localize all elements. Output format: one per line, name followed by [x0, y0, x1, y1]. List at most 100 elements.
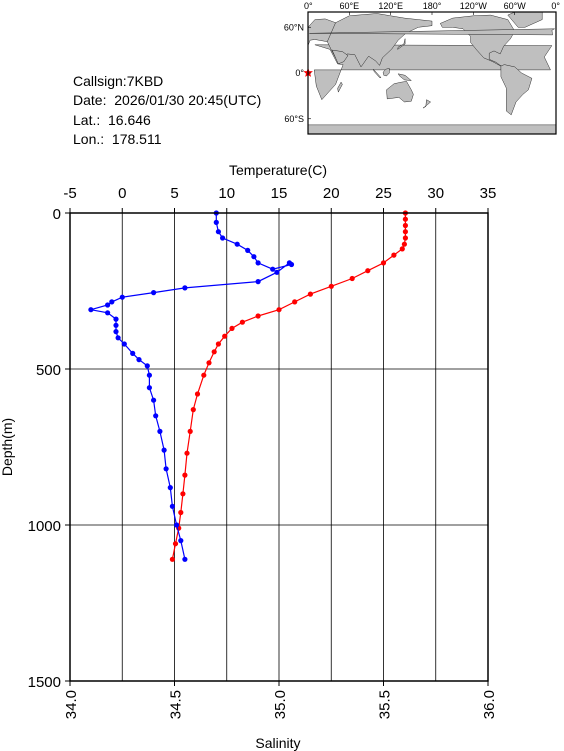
salinity-point — [109, 299, 115, 305]
series-layer — [88, 210, 408, 562]
salinity-point — [274, 269, 280, 275]
temperature-point — [276, 307, 282, 313]
japan-landmass — [397, 38, 406, 50]
temperature-point — [402, 235, 408, 241]
temperature-point — [307, 291, 313, 297]
temperature-point — [229, 325, 235, 331]
salinity-point — [213, 219, 219, 225]
temperature-point — [211, 349, 217, 355]
callsign-text: Callsign:7KBD — [73, 73, 164, 89]
map-labels: 0° 60°E 120°E 180° 120°W 60°W 0° 60°N 0° 60°S — [284, 1, 561, 124]
madagascar-landmass — [337, 81, 343, 93]
salinity-point — [121, 341, 127, 347]
salinity-tick-label: 34.0 — [63, 690, 80, 719]
uk-landmass — [309, 28, 555, 36]
salinity-point — [163, 466, 169, 472]
date-text: Date: 2026/01/30 20:45(UTC) — [73, 92, 262, 108]
temperature-point — [169, 556, 175, 562]
sumatra-landmass — [373, 69, 382, 78]
salinity-point — [113, 329, 119, 335]
temperature-point — [222, 333, 228, 339]
temperature-point — [206, 360, 212, 366]
temperature-point — [402, 222, 408, 229]
map-latitude-label: 60°S — [284, 114, 304, 124]
temperature-point — [239, 319, 245, 325]
map-longitude-label: 0° — [551, 1, 560, 11]
salinity-point — [146, 372, 152, 378]
temperature-point — [380, 260, 387, 266]
map-longitude-label: 60°W — [504, 1, 527, 11]
salinity-point — [220, 235, 226, 241]
temperature-point — [255, 313, 261, 319]
map-longitude-label: 60°E — [340, 1, 360, 11]
antarctica-landmass — [307, 124, 557, 135]
salinity-point — [157, 428, 163, 434]
depth-tick-label: 1500 — [28, 674, 61, 691]
salinity-point — [113, 322, 119, 328]
temperature-tick-label: 15 — [271, 185, 288, 202]
temperature-axis-label: Temperature(C) — [229, 162, 327, 178]
salinity-point — [113, 316, 119, 322]
salinity-tick-label: 35.5 — [377, 690, 394, 719]
salinity-point — [105, 302, 111, 308]
new-zealand-landmass — [422, 99, 431, 109]
temperature-tick-label: 5 — [170, 185, 178, 202]
temperature-tick-label: 35 — [480, 185, 497, 202]
map-latitude-label: 0° — [295, 68, 304, 78]
salinity-point — [174, 522, 180, 528]
temperature-point — [182, 472, 188, 478]
salinity-point — [251, 254, 257, 260]
salinity-point — [178, 538, 184, 544]
salinity-point — [169, 503, 175, 509]
salinity-point — [136, 357, 142, 363]
temperature-tick-label: 0 — [118, 185, 126, 202]
south-america-landmass — [500, 64, 533, 116]
temperature-point — [172, 541, 179, 547]
depth-tick-label: 1000 — [28, 518, 61, 535]
salinity-point — [115, 335, 121, 341]
temperature-tick-label: 25 — [375, 185, 392, 202]
temperature-point — [402, 229, 408, 235]
salinity-point — [88, 307, 94, 313]
depth-tick-label: 500 — [36, 362, 61, 379]
temperature-point — [190, 407, 196, 413]
depth-tick-label: 0 — [53, 206, 61, 223]
depth-axis-label: Depth(m) — [0, 418, 15, 476]
salinity-point — [286, 260, 292, 266]
salinity-tick-label: 35.0 — [272, 690, 289, 719]
temperature-point — [184, 450, 190, 456]
map-longitude-label: 180° — [423, 1, 442, 11]
temperature-tick-label: 30 — [427, 185, 444, 202]
map-land — [303, 11, 557, 135]
salinity-point — [119, 294, 125, 300]
temperature-point — [187, 428, 193, 434]
salinity-point — [255, 260, 261, 266]
longitude-text: Lon.: 178.511 — [73, 131, 162, 147]
salinity-series — [88, 210, 295, 562]
asia-landmass — [327, 13, 433, 68]
temperature-point — [201, 372, 207, 378]
temperature-point — [215, 341, 221, 347]
salinity-tick-label: 34.5 — [168, 690, 185, 719]
salinity-point — [151, 397, 157, 403]
temperature-point — [402, 216, 408, 222]
salinity-axis-label: Salinity — [255, 735, 300, 751]
salinity-tick-label: 36.0 — [481, 690, 498, 719]
australia-landmass — [386, 81, 414, 103]
map-longitude-label: 120°E — [378, 1, 403, 11]
temperature-point — [401, 241, 407, 247]
salinity-point — [182, 285, 188, 291]
salinity-point — [105, 310, 111, 316]
latitude-text: Lat.: 16.646 — [73, 112, 151, 128]
temperature-point — [399, 246, 405, 252]
temperature-point — [365, 268, 371, 274]
salinity-point — [151, 290, 157, 296]
temperature-point — [194, 391, 201, 397]
temperature-series — [169, 210, 408, 562]
temperature-point — [349, 275, 355, 282]
salinity-point — [130, 350, 136, 356]
salinity-point — [234, 241, 240, 247]
